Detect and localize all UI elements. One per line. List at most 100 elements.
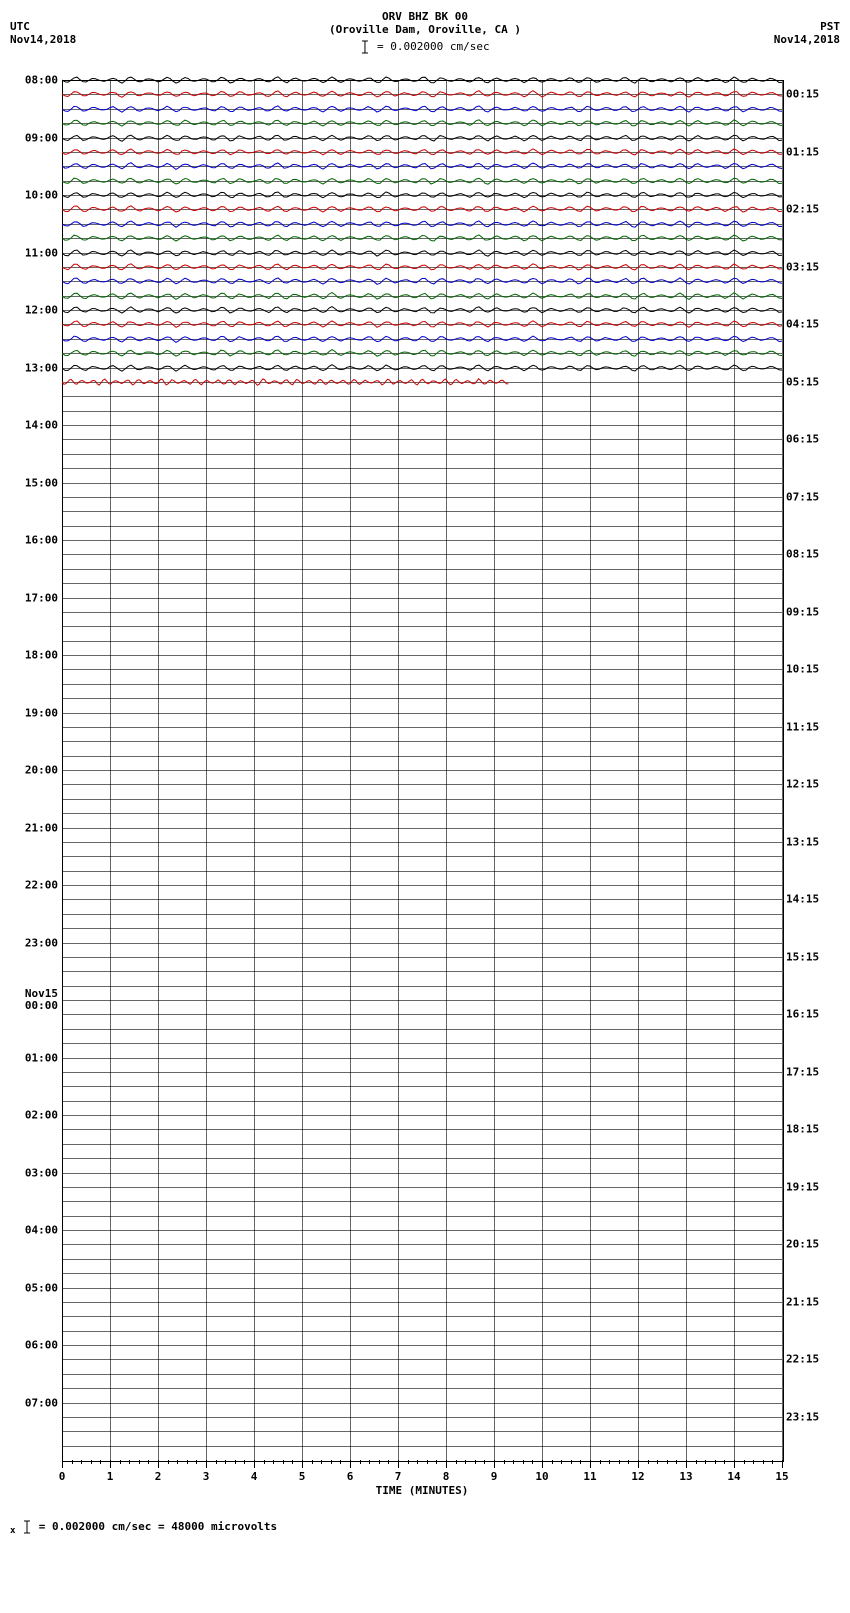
tick-label: 9 (491, 1470, 498, 1483)
gridline-horizontal (62, 1014, 782, 1015)
gridline-horizontal (62, 655, 782, 656)
tick-minor (657, 1460, 658, 1464)
gridline-horizontal (62, 1431, 782, 1432)
gridline-horizontal (62, 540, 782, 541)
gridline-horizontal (62, 583, 782, 584)
tick-minor (676, 1460, 677, 1464)
right-time-label: 10:15 (782, 663, 819, 676)
left-time-label: 15:00 (25, 476, 62, 489)
right-time-label: 03:15 (782, 260, 819, 273)
left-time-label: 11:00 (25, 246, 62, 259)
gridline-horizontal (62, 425, 782, 426)
right-time-label: 20:15 (782, 1238, 819, 1251)
gridline-horizontal (62, 842, 782, 843)
tick-major (398, 1460, 399, 1468)
left-time-label: 22:00 (25, 879, 62, 892)
x-axis: TIME (MINUTES) 0123456789101112131415 (62, 1460, 782, 1500)
tick-minor (552, 1460, 553, 1464)
gridline-horizontal (62, 799, 782, 800)
tick-minor (561, 1460, 562, 1464)
seismic-trace (62, 361, 782, 375)
seismogram-container: UTC Nov14,2018 ORV BHZ BK 00 (Oroville D… (10, 10, 840, 1536)
tick-minor (465, 1460, 466, 1464)
gridline-horizontal (62, 1388, 782, 1389)
tick-label: 15 (775, 1470, 788, 1483)
seismic-trace (62, 317, 782, 331)
gridline-horizontal (62, 756, 782, 757)
tick-minor (475, 1460, 476, 1464)
gridline-horizontal (62, 957, 782, 958)
tick-minor (523, 1460, 524, 1464)
tick-minor (177, 1460, 178, 1464)
right-time-label: 02:15 (782, 203, 819, 216)
gridline-horizontal (62, 1115, 782, 1116)
tick-minor (436, 1460, 437, 1464)
tick-label: 6 (347, 1470, 354, 1483)
gridline-horizontal (62, 770, 782, 771)
gridline-horizontal (62, 928, 782, 929)
tick-major (782, 1460, 783, 1468)
tick-minor (763, 1460, 764, 1464)
gridline-horizontal (62, 713, 782, 714)
seismic-trace (62, 246, 782, 260)
gridline-horizontal (62, 1144, 782, 1145)
right-time-label: 01:15 (782, 145, 819, 158)
gridline-horizontal (62, 641, 782, 642)
tick-minor (619, 1460, 620, 1464)
right-time-label: 00:15 (782, 88, 819, 101)
tick-major (110, 1460, 111, 1468)
tick-label: 5 (299, 1470, 306, 1483)
seismic-trace (62, 346, 782, 360)
tick-minor (715, 1460, 716, 1464)
station-name: (Oroville Dam, Oroville, CA ) (329, 23, 521, 36)
seismic-trace (62, 102, 782, 116)
gridline-horizontal (62, 1288, 782, 1289)
seismic-trace (62, 231, 782, 245)
gridline-horizontal (62, 856, 782, 857)
station-code: ORV BHZ BK 00 (329, 10, 521, 23)
tick-minor (753, 1460, 754, 1464)
gridline-horizontal (62, 483, 782, 484)
header-right: PST Nov14,2018 (774, 20, 840, 46)
left-time-label: 03:00 (25, 1166, 62, 1179)
gridline-horizontal (62, 784, 782, 785)
left-time-label: 02:00 (25, 1109, 62, 1122)
scale-text: = 0.002000 cm/sec (377, 40, 490, 53)
right-time-label: 11:15 (782, 720, 819, 733)
gridline-horizontal (62, 1331, 782, 1332)
tick-minor (148, 1460, 149, 1464)
seismic-trace (62, 332, 782, 346)
right-time-label: 15:15 (782, 950, 819, 963)
right-time-label: 14:15 (782, 893, 819, 906)
tick-minor (772, 1460, 773, 1464)
tick-label: 11 (583, 1470, 596, 1483)
tick-minor (609, 1460, 610, 1464)
left-time-label: 18:00 (25, 649, 62, 662)
tick-minor (456, 1460, 457, 1464)
tick-minor (120, 1460, 121, 1464)
seismic-trace (62, 73, 782, 87)
tick-minor (504, 1460, 505, 1464)
gridline-horizontal (62, 1273, 782, 1274)
tick-major (734, 1460, 735, 1468)
left-time-label: 08:00 (25, 74, 62, 87)
gridline-horizontal (62, 468, 782, 469)
tick-minor (91, 1460, 92, 1464)
tick-minor (628, 1460, 629, 1464)
seismic-trace (62, 87, 782, 101)
tick-minor (187, 1460, 188, 1464)
left-time-label: 14:00 (25, 419, 62, 432)
left-time-label: Nov1500:00 (25, 988, 62, 1012)
seismic-trace (62, 303, 782, 317)
right-time-label: 18:15 (782, 1123, 819, 1136)
left-time-label: 09:00 (25, 131, 62, 144)
gridline-horizontal (62, 1302, 782, 1303)
right-time-label: 17:15 (782, 1065, 819, 1078)
gridline-horizontal (62, 1158, 782, 1159)
tick-minor (225, 1460, 226, 1464)
gridline-horizontal (62, 813, 782, 814)
tick-minor (292, 1460, 293, 1464)
footer: x = 0.002000 cm/sec = 48000 microvolts (10, 1520, 840, 1536)
tick-minor (388, 1460, 389, 1464)
tick-minor (100, 1460, 101, 1464)
